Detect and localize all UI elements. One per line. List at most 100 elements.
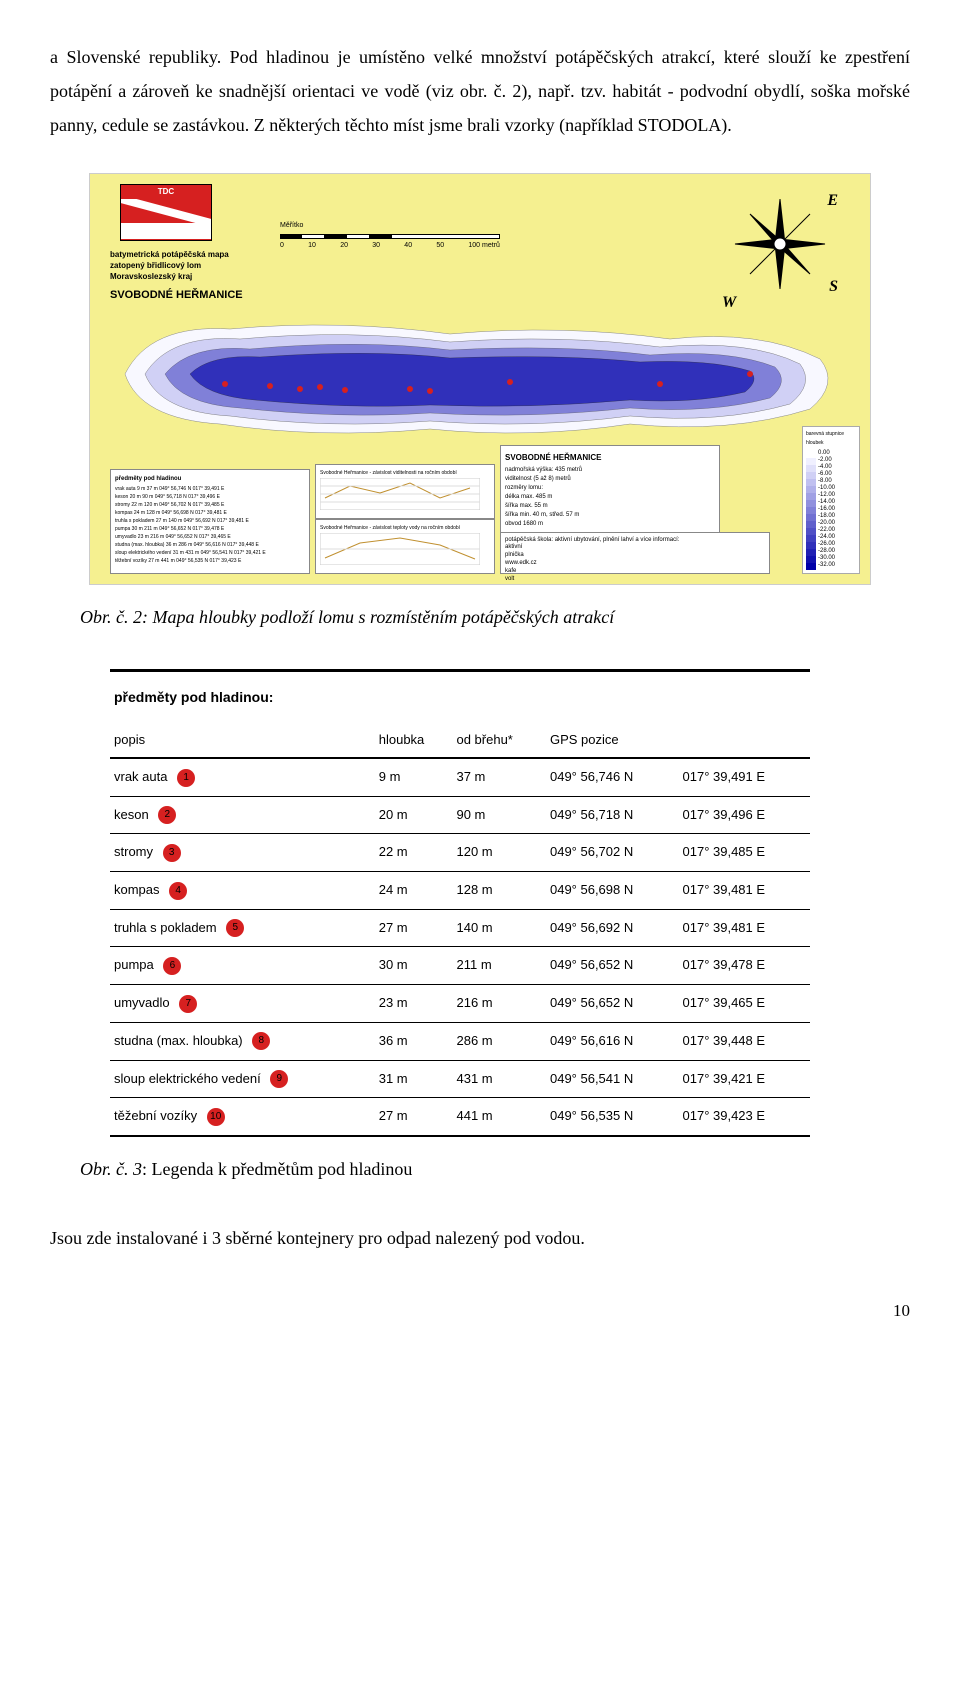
- info-line: šířka min. 40 m, střed. 57 m: [505, 511, 715, 520]
- info-line: nadmořská výška: 435 metrů: [505, 466, 715, 475]
- table-row: keson 220 m90 m049° 56,718 N017° 39,496 …: [110, 796, 810, 834]
- table-cell: 120 m: [452, 834, 546, 872]
- scale-tick: 30: [372, 239, 380, 252]
- figure-2-caption: Obr. č. 2: Mapa hloubky podloží lomu s r…: [80, 600, 910, 634]
- flag-label: TDC: [121, 187, 211, 196]
- intro-paragraph: a Slovenské republiky. Pod hladinou je u…: [50, 40, 910, 143]
- table-cell: 37 m: [452, 758, 546, 796]
- table-cell: 049° 56,698 N: [546, 872, 679, 910]
- table-cell: 9 m: [375, 758, 453, 796]
- table-cell: 286 m: [452, 1022, 546, 1060]
- info-line: potápěčská škola: aktivní ubytování, pln…: [505, 537, 765, 545]
- table-cell: 017° 39,421 E: [679, 1060, 811, 1098]
- table-header: popis: [110, 724, 375, 758]
- table-cell: 20 m: [375, 796, 453, 834]
- table-row: umyvadlo 723 m216 m049° 56,652 N017° 39,…: [110, 985, 810, 1023]
- table-cell: 049° 56,541 N: [546, 1060, 679, 1098]
- table-cell: stromy 3: [110, 834, 375, 872]
- table-cell: truhla s pokladem 5: [110, 909, 375, 947]
- dive-flag: TDC: [120, 184, 212, 241]
- info-line: www.edk.cz: [505, 560, 765, 568]
- table-cell: 128 m: [452, 872, 546, 910]
- page-number: 10: [50, 1295, 910, 1327]
- scale-tick: 0: [280, 239, 284, 252]
- table-cell: 049° 56,616 N: [546, 1022, 679, 1060]
- table-cell: 90 m: [452, 796, 546, 834]
- depth-row: -32.00: [806, 563, 856, 570]
- item-marker: 6: [163, 957, 181, 975]
- scale-tick: 40: [404, 239, 412, 252]
- table-row: stromy 322 m120 m049° 56,702 N017° 39,48…: [110, 834, 810, 872]
- bathymetric-map: TDC batymetrická potápěčská mapa zatopen…: [89, 173, 871, 585]
- info-line: rozměry lomu:: [505, 484, 715, 493]
- table-cell: 017° 39,448 E: [679, 1022, 811, 1060]
- table-cell: 017° 39,423 E: [679, 1098, 811, 1136]
- table-cell: 017° 39,481 E: [679, 872, 811, 910]
- map-subtitle-3: Moravskoslezský kraj: [110, 271, 243, 282]
- table-cell: keson 2: [110, 796, 375, 834]
- table-cell: 017° 39,465 E: [679, 985, 811, 1023]
- quarry-info-panel: SVOBODNÉ HEŘMANICE nadmořská výška: 435 …: [500, 445, 720, 533]
- scale-tick: 100 metrů: [468, 239, 500, 252]
- table-cell: 017° 39,485 E: [679, 834, 811, 872]
- table-cell: 140 m: [452, 909, 546, 947]
- map-main-title: SVOBODNÉ HEŘMANICE: [110, 288, 243, 303]
- table-header: GPS pozice: [546, 724, 679, 758]
- depth-legend: barevná stupnice hloubek 0.00-2.00-4.00-…: [802, 426, 860, 574]
- table-cell: umyvadlo 7: [110, 985, 375, 1023]
- item-marker: 8: [252, 1032, 270, 1050]
- compass-s: S: [829, 278, 838, 296]
- info-line: šířka max. 55 m: [505, 502, 715, 511]
- table-row: truhla s pokladem 527 m140 m049° 56,692 …: [110, 909, 810, 947]
- table-cell: těžební vozíky 10: [110, 1098, 375, 1136]
- scale-tick: 10: [308, 239, 316, 252]
- table-cell: kompas 4: [110, 872, 375, 910]
- compass-e: E: [827, 192, 838, 210]
- table-cell: 049° 56,702 N: [546, 834, 679, 872]
- table-cell: pumpa 6: [110, 947, 375, 985]
- table-cell: 431 m: [452, 1060, 546, 1098]
- info-line: plnička: [505, 552, 765, 560]
- table-cell: 211 m: [452, 947, 546, 985]
- temperature-chart: Svobodné Heřmanice - závislost teploty v…: [315, 519, 495, 574]
- info-line: kafe: [505, 568, 765, 576]
- table-cell: 049° 56,692 N: [546, 909, 679, 947]
- info-line: viditelnost (5 až 8) metrů: [505, 475, 715, 484]
- table-cell: 017° 39,478 E: [679, 947, 811, 985]
- scale-tick: 20: [340, 239, 348, 252]
- info-line: obvod 1680 m: [505, 520, 715, 529]
- item-marker: 10: [207, 1108, 225, 1126]
- map-scale: Měřítko 01020304050100 metrů: [280, 219, 500, 253]
- item-marker: 4: [169, 882, 187, 900]
- table-cell: 23 m: [375, 985, 453, 1023]
- table-row: pumpa 630 m211 m049° 56,652 N017° 39,478…: [110, 947, 810, 985]
- table-row: kompas 424 m128 m049° 56,698 N017° 39,48…: [110, 872, 810, 910]
- table-cell: vrak auta 1: [110, 758, 375, 796]
- map-subtitle-1: batymetrická potápěčská mapa: [110, 249, 243, 260]
- table-cell: 24 m: [375, 872, 453, 910]
- figure-3-caption: Obr. č. 3: Legenda k předmětům pod hladi…: [80, 1152, 910, 1186]
- table-cell: 049° 56,652 N: [546, 947, 679, 985]
- table-cell: 36 m: [375, 1022, 453, 1060]
- table-header: od břehu*: [452, 724, 546, 758]
- table-row: studna (max. hloubka) 836 m286 m049° 56,…: [110, 1022, 810, 1060]
- visibility-chart: Svobodné Heřmanice - závislost viditelno…: [315, 464, 495, 519]
- table-cell: 049° 56,718 N: [546, 796, 679, 834]
- table-header: hloubka: [375, 724, 453, 758]
- table-cell: 216 m: [452, 985, 546, 1023]
- info-line: délka max. 485 m: [505, 493, 715, 502]
- table-header: [679, 724, 811, 758]
- table-cell: 049° 56,652 N: [546, 985, 679, 1023]
- table-cell: 441 m: [452, 1098, 546, 1136]
- table-cell: sloup elektrického vedení 9: [110, 1060, 375, 1098]
- closing-paragraph: Jsou zde instalované i 3 sběrné kontejne…: [50, 1221, 910, 1255]
- item-marker: 1: [177, 769, 195, 787]
- table-cell: 049° 56,535 N: [546, 1098, 679, 1136]
- table-cell: 017° 39,491 E: [679, 758, 811, 796]
- lake-contours: [110, 304, 850, 454]
- table-cell: studna (max. hloubka) 8: [110, 1022, 375, 1060]
- legend-table-header: předměty pod hladinou:: [110, 672, 810, 725]
- info-line: aktivní: [505, 544, 765, 552]
- table-cell: 27 m: [375, 1098, 453, 1136]
- legend-table: předměty pod hladinou: popishloubkaod bř…: [110, 669, 810, 1137]
